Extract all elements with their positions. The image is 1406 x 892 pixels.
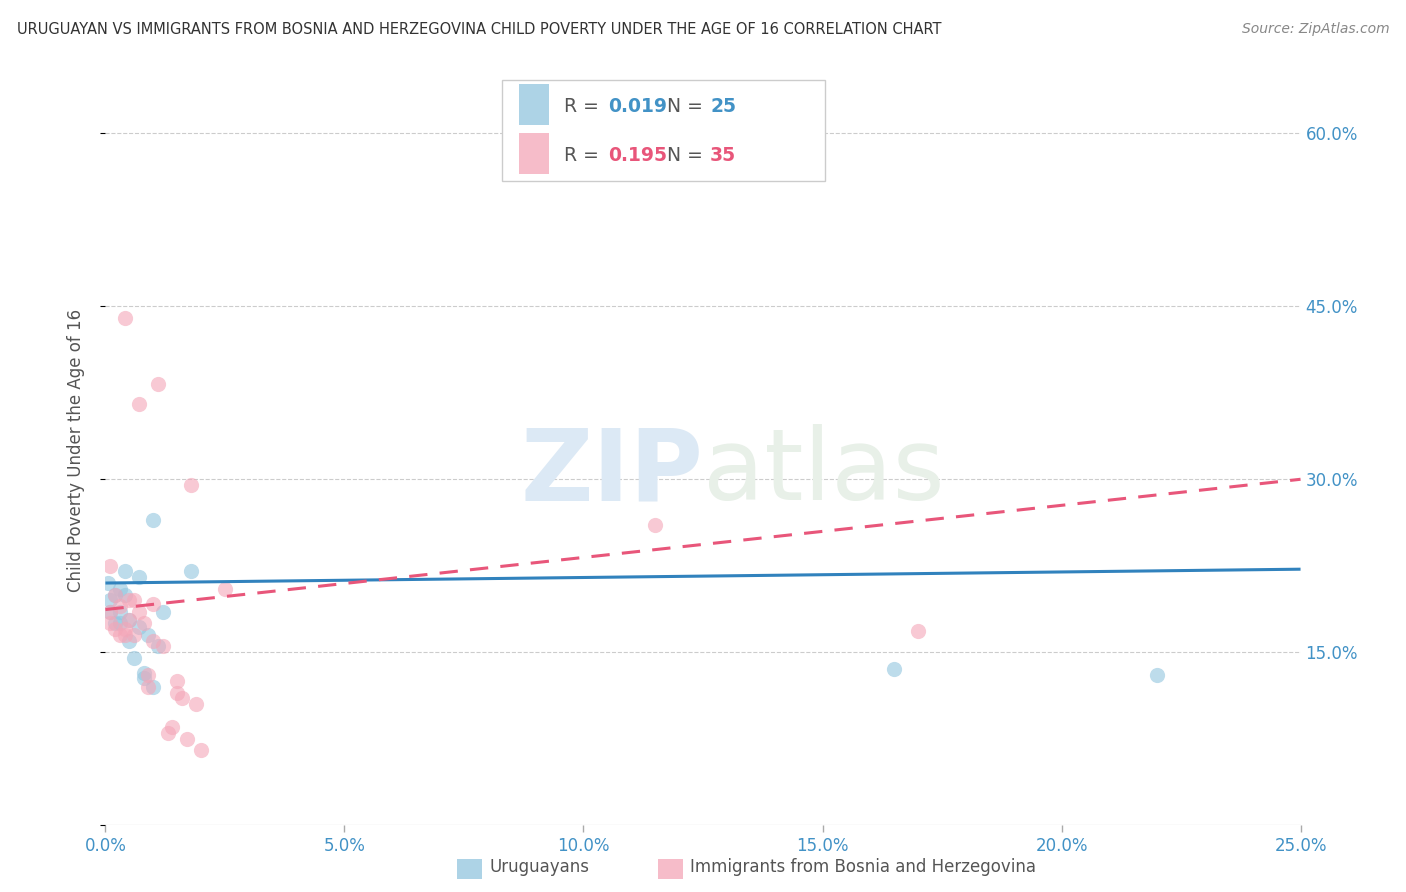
Point — [180, 565, 202, 579]
Point — [128, 397, 150, 411]
Point — [98, 616, 121, 631]
Point — [98, 558, 121, 573]
Point — [97, 576, 120, 591]
Point — [186, 697, 208, 711]
Point — [108, 599, 131, 613]
Point — [132, 665, 155, 680]
Point — [118, 613, 141, 627]
Point — [170, 691, 193, 706]
Point — [104, 588, 127, 602]
Point — [122, 628, 145, 642]
Text: 25: 25 — [710, 97, 737, 116]
Point — [176, 731, 198, 746]
Point — [114, 588, 136, 602]
Point — [132, 671, 155, 685]
Point — [146, 640, 169, 654]
Text: atlas: atlas — [703, 425, 945, 522]
Point — [138, 680, 160, 694]
Point — [166, 685, 188, 699]
Point — [114, 565, 136, 579]
Text: Uruguayans: Uruguayans — [489, 858, 589, 876]
Point — [156, 726, 179, 740]
Y-axis label: Child Poverty Under the Age of 16: Child Poverty Under the Age of 16 — [66, 309, 84, 592]
Point — [644, 518, 666, 533]
Point — [166, 673, 188, 688]
Point — [104, 622, 127, 636]
Bar — [519, 133, 548, 174]
Text: 0.195: 0.195 — [609, 146, 668, 165]
Point — [128, 570, 150, 584]
Point — [118, 613, 141, 627]
Point — [128, 605, 150, 619]
Point — [190, 743, 212, 757]
Text: R =: R = — [564, 97, 605, 116]
Point — [146, 376, 169, 391]
Point — [142, 633, 165, 648]
Point — [180, 478, 202, 492]
Point — [104, 616, 127, 631]
Bar — [519, 84, 548, 126]
Point — [118, 633, 141, 648]
Point — [152, 640, 174, 654]
Point — [114, 628, 136, 642]
Point — [152, 605, 174, 619]
Point — [1146, 668, 1168, 682]
Point — [138, 668, 160, 682]
Point — [138, 628, 160, 642]
Point — [108, 582, 131, 596]
Text: 0.019: 0.019 — [609, 97, 668, 116]
Point — [162, 720, 184, 734]
Point — [98, 605, 121, 619]
Text: R =: R = — [564, 146, 605, 165]
Point — [104, 588, 127, 602]
Text: URUGUAYAN VS IMMIGRANTS FROM BOSNIA AND HERZEGOVINA CHILD POVERTY UNDER THE AGE : URUGUAYAN VS IMMIGRANTS FROM BOSNIA AND … — [17, 22, 942, 37]
Point — [132, 616, 155, 631]
Point — [128, 620, 150, 634]
FancyBboxPatch shape — [502, 79, 825, 181]
Point — [98, 605, 121, 619]
Point — [114, 622, 136, 636]
Text: N =: N = — [668, 97, 709, 116]
Point — [114, 310, 136, 325]
Point — [122, 593, 145, 607]
Point — [142, 513, 165, 527]
Point — [142, 680, 165, 694]
Point — [907, 624, 929, 639]
Text: Immigrants from Bosnia and Herzegovina: Immigrants from Bosnia and Herzegovina — [690, 858, 1036, 876]
Text: N =: N = — [668, 146, 709, 165]
Point — [142, 597, 165, 611]
Point — [118, 593, 141, 607]
Point — [108, 605, 131, 619]
Text: 35: 35 — [710, 146, 737, 165]
Point — [883, 663, 905, 677]
Point — [122, 651, 145, 665]
Text: ZIP: ZIP — [520, 425, 703, 522]
Point — [214, 582, 236, 596]
Point — [98, 593, 121, 607]
Point — [108, 616, 131, 631]
Point — [108, 628, 131, 642]
Text: Source: ZipAtlas.com: Source: ZipAtlas.com — [1241, 22, 1389, 37]
